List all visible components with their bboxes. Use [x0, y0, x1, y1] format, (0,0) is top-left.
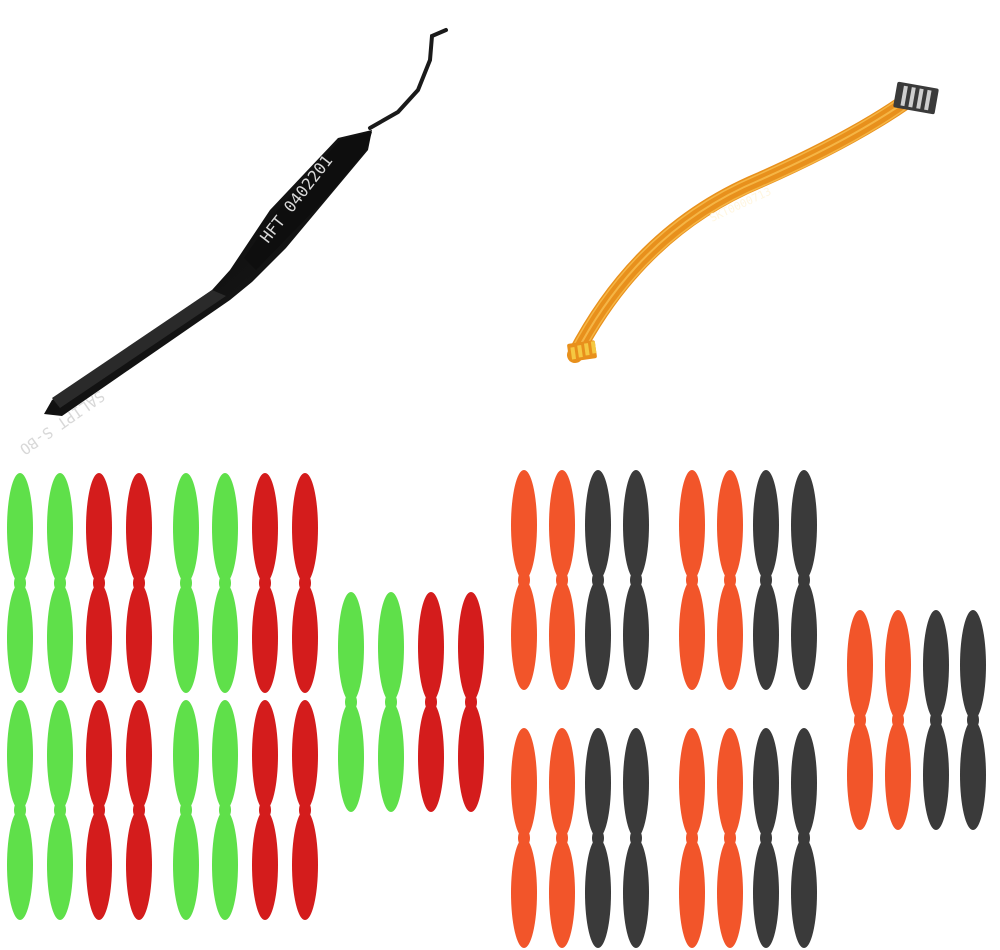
propeller-group-orange-black-5	[679, 728, 817, 948]
antenna-wire	[368, 28, 448, 130]
propeller-group-orange-black-4	[511, 728, 649, 948]
propeller	[549, 470, 575, 690]
propeller-set-orange-black	[511, 470, 986, 948]
propeller	[847, 610, 873, 830]
propeller	[960, 610, 986, 830]
propeller	[585, 728, 611, 948]
propeller	[292, 700, 318, 920]
propeller	[173, 700, 199, 920]
propeller	[338, 592, 364, 812]
propeller-group-orange-black-1	[511, 470, 649, 690]
propeller	[791, 728, 817, 948]
propeller	[679, 470, 705, 690]
propeller	[549, 728, 575, 948]
propeller	[923, 610, 949, 830]
propeller	[585, 470, 611, 690]
antenna: HFT 0402201 SALIPT S-BO	[16, 28, 448, 458]
propeller	[791, 470, 817, 690]
propeller	[212, 473, 238, 693]
propeller	[623, 470, 649, 690]
propeller	[458, 592, 484, 812]
flex-cable: SKT0000713	[567, 81, 939, 363]
propeller	[717, 728, 743, 948]
propeller	[511, 728, 537, 948]
propeller-set-green-red	[7, 473, 318, 920]
propeller-row-2	[7, 700, 318, 920]
propeller	[126, 473, 152, 693]
propeller	[292, 473, 318, 693]
propeller	[47, 700, 73, 920]
propeller	[717, 470, 743, 690]
propeller	[7, 473, 33, 693]
propeller	[885, 610, 911, 830]
propeller	[418, 592, 444, 812]
propeller-group-orange-black-3	[847, 610, 986, 830]
propeller	[86, 700, 112, 920]
propeller	[252, 473, 278, 693]
propeller	[623, 728, 649, 948]
propeller	[511, 470, 537, 690]
propeller	[7, 700, 33, 920]
propeller	[126, 700, 152, 920]
propeller-row-1	[7, 473, 318, 693]
propeller	[47, 473, 73, 693]
propeller	[212, 700, 238, 920]
propeller	[252, 700, 278, 920]
propeller	[86, 473, 112, 693]
propeller	[679, 728, 705, 948]
propeller	[378, 592, 404, 812]
propeller	[753, 470, 779, 690]
propeller	[173, 473, 199, 693]
propeller-group-green-red-single	[338, 592, 484, 812]
propeller	[753, 728, 779, 948]
propeller-group-orange-black-2	[679, 470, 817, 690]
